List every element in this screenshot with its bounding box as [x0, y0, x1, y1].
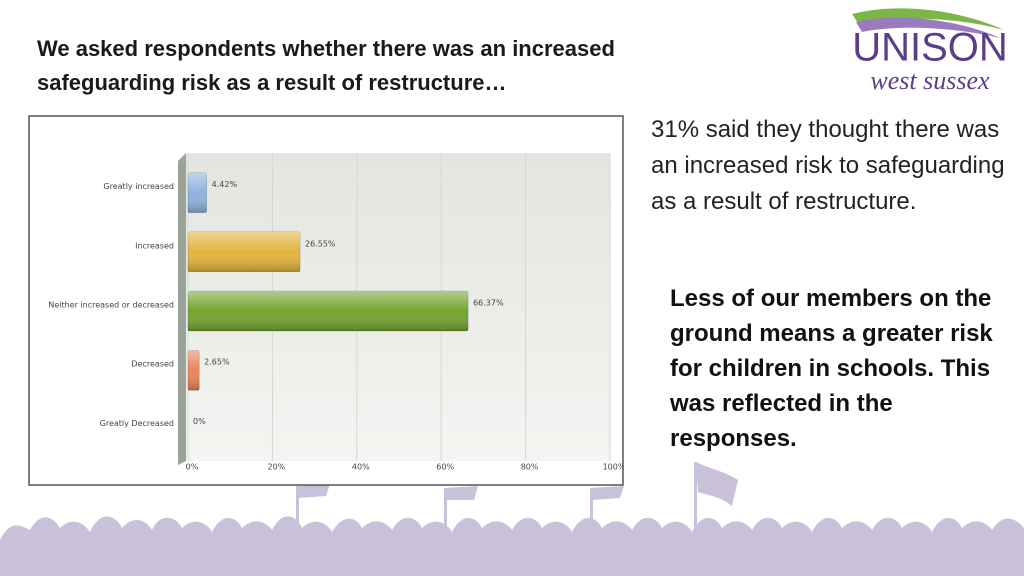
comment-text: Less of our members on the ground means … [670, 285, 993, 452]
x-tick-label: 80% [521, 463, 539, 472]
x-tick-label: 100% [603, 463, 624, 472]
x-tick-label: 40% [352, 463, 370, 472]
y-tick-label: Greatly increased [103, 182, 174, 191]
crowd [0, 462, 1024, 576]
summary-text: 31% said they thought there was an incre… [651, 116, 1005, 215]
y-tick-label: Greatly Decreased [100, 419, 174, 428]
value-label: 66.37% [473, 299, 504, 308]
value-label: 4.42% [212, 180, 238, 189]
x-tick-label: 0% [186, 463, 199, 472]
y-tick-label: Neither increased or decreased [48, 301, 174, 310]
slide-title: We asked respondents whether there was a… [37, 36, 615, 95]
value-label: 2.65% [204, 358, 230, 367]
logo: UNISON west sussex [852, 8, 1008, 95]
chart: 0% 20% 40% 60% 80% 100% 4.42% Greatly increased… [28, 115, 624, 486]
logo-name: UNISON [852, 26, 1008, 70]
x-tick-label: 20% [268, 463, 286, 472]
bar-shade [188, 291, 469, 331]
bar-shade [188, 231, 301, 272]
value-label: 26.55% [305, 239, 336, 248]
y-tick-label: Decreased [131, 360, 174, 369]
x-tick-label: 60% [436, 463, 454, 472]
bar-shade [188, 350, 200, 391]
bar-shade [188, 172, 207, 213]
y-tick-label: Increased [135, 241, 174, 250]
value-label: 0% [193, 417, 206, 426]
axis-wall [178, 153, 186, 465]
logo-region: west sussex [870, 66, 990, 95]
